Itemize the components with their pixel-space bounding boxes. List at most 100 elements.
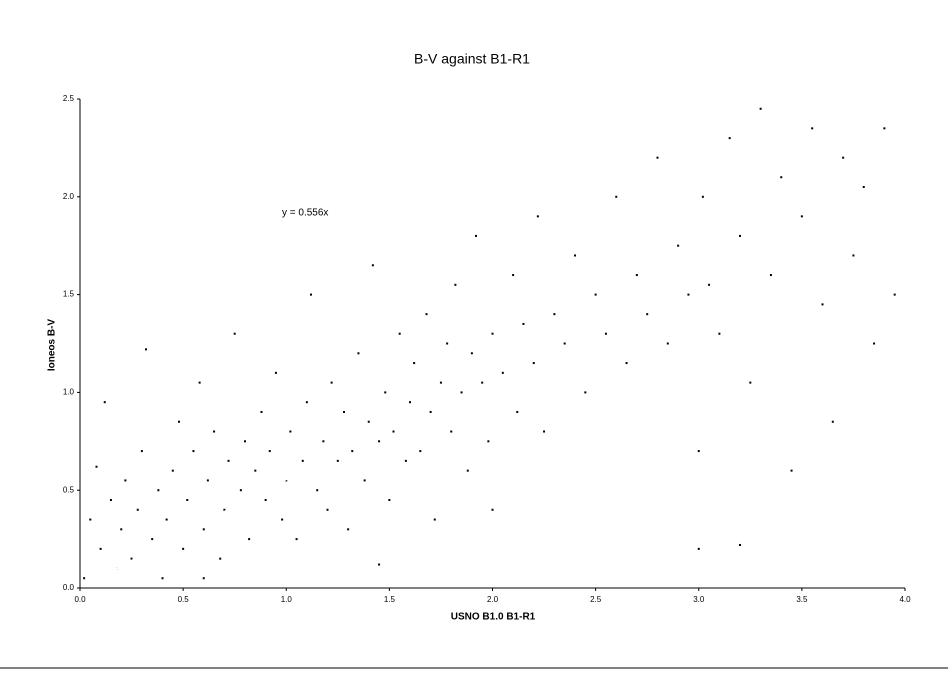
point — [543, 430, 546, 433]
point — [388, 498, 391, 501]
point — [363, 479, 366, 482]
point — [739, 543, 741, 546]
point — [124, 479, 127, 482]
point — [227, 459, 230, 462]
point — [821, 303, 824, 306]
point — [487, 440, 490, 443]
point — [697, 547, 700, 550]
point — [873, 342, 876, 345]
axes: 0.0 0.5 1.0 1.5 2.0 2.5 3.0 3.5 4.0 0.0 0.5 1.0 1.5 2… — [63, 94, 911, 604]
point — [491, 508, 494, 511]
point — [439, 381, 442, 384]
point — [666, 342, 669, 345]
point — [862, 186, 865, 189]
point — [728, 137, 731, 140]
point — [687, 293, 690, 296]
point — [289, 430, 292, 433]
point — [780, 176, 783, 179]
point — [95, 465, 98, 468]
y-tick-label: 0.0 — [63, 583, 75, 592]
point — [454, 283, 457, 286]
point — [171, 469, 174, 472]
point — [446, 342, 449, 345]
x-tick-label: 4.0 — [899, 595, 911, 604]
point — [213, 430, 216, 433]
point — [305, 401, 308, 404]
point — [883, 127, 886, 130]
point — [718, 332, 721, 335]
point — [301, 459, 304, 462]
point — [268, 450, 271, 453]
point — [852, 254, 855, 257]
point — [635, 274, 638, 277]
point — [419, 450, 422, 453]
point — [532, 362, 535, 365]
point — [109, 498, 112, 501]
point — [413, 362, 416, 365]
point — [604, 332, 607, 335]
points — [79, 107, 906, 589]
point — [254, 469, 257, 472]
point — [398, 332, 401, 335]
point — [347, 528, 350, 531]
point — [316, 489, 319, 492]
point — [151, 538, 154, 541]
point — [701, 195, 704, 198]
point — [192, 450, 195, 453]
point — [103, 401, 106, 404]
point — [248, 538, 251, 541]
x-tick-label: 1.5 — [384, 595, 396, 604]
point — [239, 489, 242, 492]
point — [295, 538, 298, 541]
point — [491, 332, 494, 335]
point — [157, 489, 160, 492]
point — [140, 450, 143, 453]
point — [470, 352, 473, 355]
point — [367, 420, 370, 423]
point — [357, 352, 360, 355]
point — [260, 410, 263, 413]
point — [759, 107, 762, 110]
point — [384, 391, 387, 394]
point — [481, 381, 484, 384]
point — [285, 479, 288, 482]
point — [425, 313, 428, 316]
point — [536, 215, 539, 218]
point — [186, 498, 189, 501]
point — [409, 401, 411, 404]
point — [450, 430, 453, 433]
point — [202, 577, 205, 580]
point — [708, 283, 711, 286]
point — [378, 563, 381, 566]
y-axis-label: Ioneos B-V — [47, 319, 58, 372]
x-axis-label: USNO B1.0 B1-R1 — [451, 612, 536, 623]
point — [371, 264, 374, 267]
point — [739, 234, 741, 237]
point — [165, 518, 168, 521]
point — [646, 313, 649, 316]
y-tick-label: 0.5 — [63, 485, 75, 494]
y-tick-label: 2.0 — [63, 192, 75, 201]
point — [378, 440, 381, 443]
point — [466, 469, 469, 472]
point — [182, 547, 185, 550]
point — [893, 293, 896, 296]
point — [790, 469, 793, 472]
point — [202, 528, 205, 531]
point — [501, 371, 504, 374]
x-tick-label: 3.0 — [693, 595, 705, 604]
point — [433, 518, 436, 521]
point — [322, 440, 325, 443]
point — [281, 518, 284, 521]
point — [574, 254, 576, 257]
x-tick-label: 1.0 — [281, 595, 293, 604]
y-tick-label: 1.0 — [63, 388, 75, 397]
point — [244, 440, 246, 443]
point — [343, 410, 345, 413]
point — [198, 381, 201, 384]
point — [811, 127, 814, 130]
point — [677, 244, 680, 247]
point — [625, 362, 628, 365]
point — [460, 391, 463, 394]
point — [120, 528, 123, 531]
